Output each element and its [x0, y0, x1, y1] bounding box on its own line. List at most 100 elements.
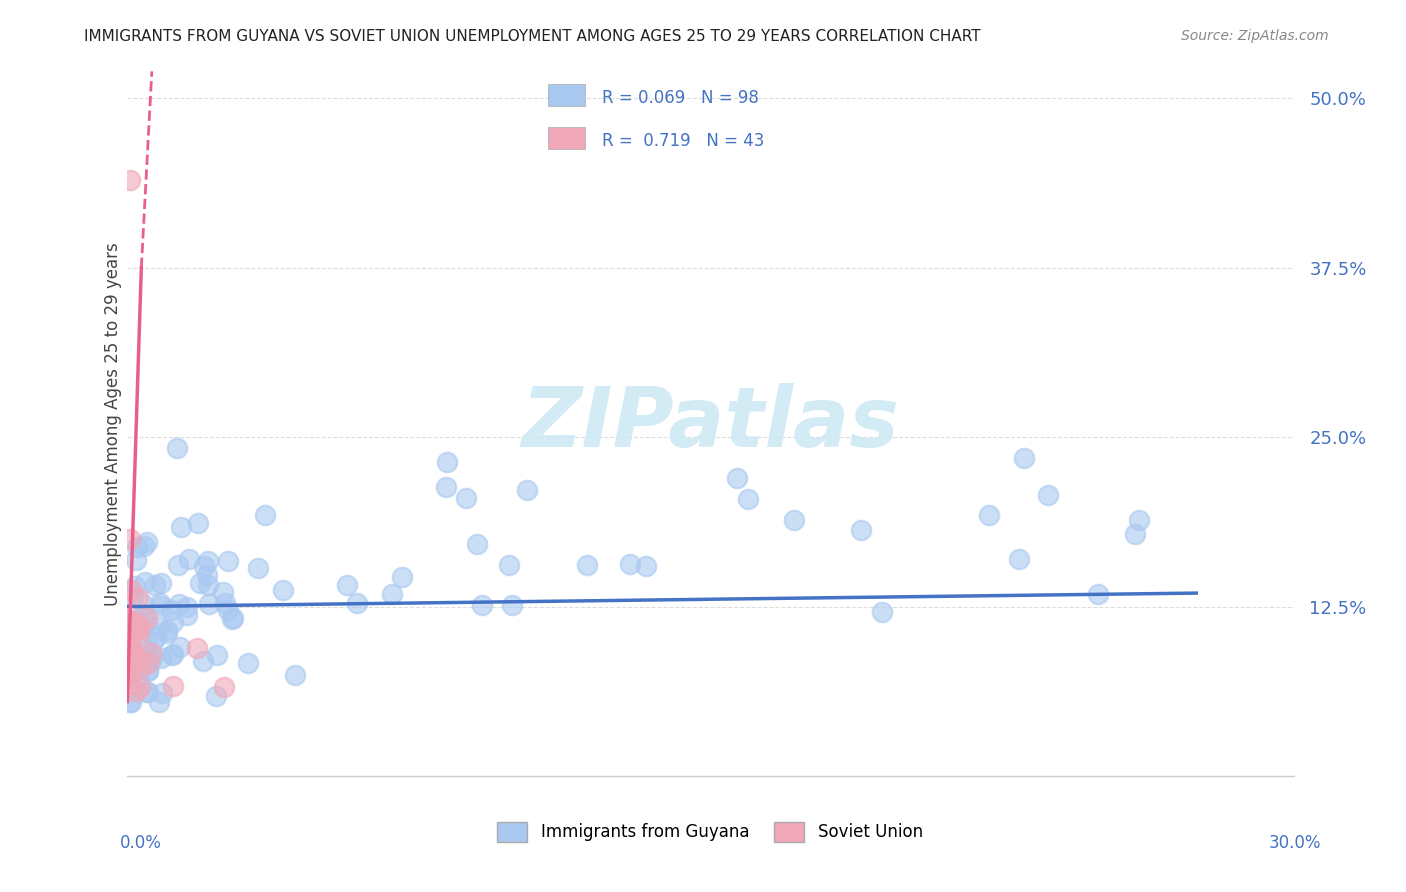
- Point: [1014, 450, 1036, 465]
- Point: [122, 589, 145, 603]
- Point: [149, 651, 172, 665]
- Point: [195, 567, 218, 582]
- Text: 0.0%: 0.0%: [120, 834, 162, 852]
- Point: [169, 640, 191, 654]
- Point: [120, 616, 142, 631]
- Point: [197, 578, 219, 592]
- Point: [162, 615, 184, 629]
- Point: [236, 657, 259, 671]
- Point: [170, 520, 193, 534]
- Point: [471, 598, 494, 612]
- Point: [115, 645, 138, 659]
- Point: [501, 598, 523, 612]
- Point: [205, 648, 228, 662]
- Point: [120, 694, 142, 708]
- Point: [115, 669, 138, 683]
- Point: [120, 618, 142, 632]
- Point: [124, 647, 146, 661]
- Point: [156, 623, 179, 637]
- Point: [1128, 513, 1150, 527]
- Bar: [548, 128, 585, 149]
- Point: [120, 583, 142, 598]
- Point: [118, 638, 141, 652]
- Point: [145, 630, 167, 644]
- Point: [148, 694, 170, 708]
- Point: [136, 663, 159, 677]
- Point: [128, 661, 150, 675]
- Point: [117, 624, 139, 638]
- Point: [120, 619, 142, 633]
- Text: ZIPatlas: ZIPatlas: [522, 384, 898, 464]
- Point: [125, 684, 148, 698]
- Point: [167, 597, 190, 611]
- Point: [162, 648, 184, 662]
- Point: [118, 173, 141, 187]
- Point: [149, 576, 172, 591]
- Point: [160, 648, 183, 662]
- Point: [191, 654, 214, 668]
- Point: [134, 574, 156, 589]
- Point: [221, 612, 243, 626]
- Point: [336, 578, 359, 592]
- Point: [155, 625, 177, 640]
- Point: [851, 523, 873, 537]
- Point: [117, 613, 139, 627]
- Point: [120, 694, 142, 708]
- Point: [186, 641, 208, 656]
- Point: [576, 558, 599, 573]
- Point: [1008, 552, 1031, 566]
- Point: [117, 625, 139, 640]
- Point: [136, 611, 159, 625]
- Point: [346, 596, 368, 610]
- Point: [139, 646, 162, 660]
- Text: R =  0.719   N = 43: R = 0.719 N = 43: [602, 132, 763, 150]
- Point: [122, 624, 145, 639]
- Point: [148, 620, 170, 634]
- Legend: Immigrants from Guyana, Soviet Union: Immigrants from Guyana, Soviet Union: [491, 815, 929, 849]
- Point: [977, 508, 1000, 523]
- Point: [214, 596, 236, 610]
- Point: [117, 654, 139, 668]
- Point: [117, 612, 139, 626]
- Point: [120, 616, 142, 631]
- Point: [1087, 587, 1109, 601]
- Point: [222, 611, 245, 625]
- Point: [1036, 487, 1059, 501]
- Point: [129, 619, 152, 633]
- Point: [516, 483, 538, 498]
- Point: [381, 586, 404, 600]
- Bar: [548, 85, 585, 106]
- Point: [176, 608, 198, 623]
- Point: [162, 679, 184, 693]
- Point: [273, 583, 295, 598]
- Point: [149, 599, 172, 613]
- Point: [127, 591, 149, 605]
- Point: [132, 597, 155, 611]
- Point: [118, 657, 141, 672]
- Point: [127, 652, 149, 666]
- Point: [134, 539, 156, 553]
- Point: [436, 455, 458, 469]
- Point: [118, 654, 141, 668]
- Point: [120, 638, 142, 652]
- Point: [197, 597, 219, 611]
- Point: [246, 561, 269, 575]
- Point: [284, 668, 307, 682]
- Point: [118, 643, 141, 657]
- Y-axis label: Unemployment Among Ages 25 to 29 years: Unemployment Among Ages 25 to 29 years: [104, 242, 122, 606]
- Point: [150, 686, 173, 700]
- Point: [120, 647, 142, 661]
- Point: [124, 579, 146, 593]
- Text: R = 0.069   N = 98: R = 0.069 N = 98: [602, 89, 759, 107]
- Point: [135, 685, 157, 699]
- Point: [135, 615, 157, 629]
- Point: [117, 640, 139, 655]
- Point: [127, 623, 149, 637]
- Point: [142, 635, 165, 649]
- Point: [131, 610, 153, 624]
- Point: [166, 441, 188, 455]
- Point: [188, 575, 211, 590]
- Point: [465, 537, 488, 551]
- Point: [127, 541, 149, 555]
- Text: Source: ZipAtlas.com: Source: ZipAtlas.com: [1181, 29, 1329, 43]
